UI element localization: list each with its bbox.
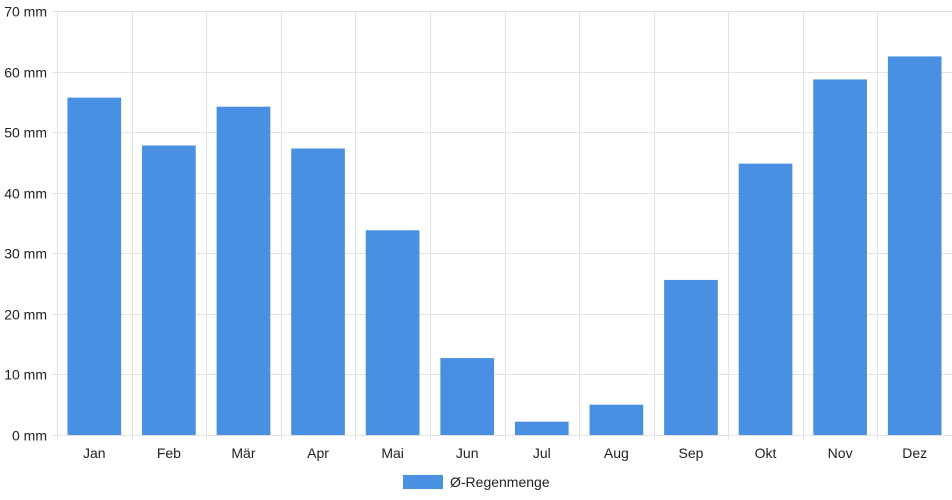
y-tick-label: 60 mm — [4, 65, 47, 81]
axis-layer: 0 mm 10 mm 20 mm 30 mm 40 mm 50 mm 60 mm 70 mm J… — [4, 4, 927, 462]
x-tick-label: Jun — [456, 445, 479, 461]
legend-swatch[interactable] — [403, 475, 443, 489]
x-tick-label: Mär — [231, 445, 255, 461]
bar-aug[interactable] — [589, 404, 644, 435]
legend-label[interactable]: Ø-Regenmenge — [450, 474, 550, 490]
y-tick-label: 70 mm — [4, 4, 47, 20]
legend[interactable]: Ø-Regenmenge — [403, 474, 550, 490]
bar-jul[interactable] — [514, 421, 569, 435]
bar-nov[interactable] — [813, 79, 867, 436]
y-tick-label: 40 mm — [4, 186, 47, 202]
x-tick-label: Mai — [381, 445, 404, 461]
x-tick-label: Nov — [828, 445, 853, 461]
x-tick-label: Apr — [307, 445, 329, 461]
x-tick-label: Jul — [533, 445, 551, 461]
x-tick-label: Feb — [157, 445, 181, 461]
x-tick-label: Jan — [83, 445, 106, 461]
bar-dez[interactable] — [887, 56, 942, 436]
bar-apr[interactable] — [291, 148, 345, 436]
y-tick-label: 30 mm — [4, 246, 47, 262]
bar-feb[interactable] — [142, 145, 196, 435]
bars-layer — [67, 56, 942, 436]
y-tick-label: 50 mm — [4, 125, 47, 141]
y-tick-label: 20 mm — [4, 307, 47, 323]
y-tick-label: 10 mm — [4, 367, 47, 383]
bar-mär[interactable] — [216, 106, 271, 436]
bar-okt[interactable] — [738, 163, 793, 435]
bar-mai[interactable] — [365, 230, 420, 435]
bar-jan[interactable] — [67, 97, 122, 436]
bar-sep[interactable] — [664, 279, 718, 435]
x-tick-label: Dez — [902, 445, 927, 461]
x-tick-label: Sep — [678, 445, 703, 461]
x-tick-label: Okt — [755, 445, 777, 461]
grid-layer — [52, 11, 952, 440]
y-tick-label: 0 mm — [12, 428, 47, 444]
x-tick-label: Aug — [604, 445, 629, 461]
bar-jun[interactable] — [440, 358, 495, 435]
